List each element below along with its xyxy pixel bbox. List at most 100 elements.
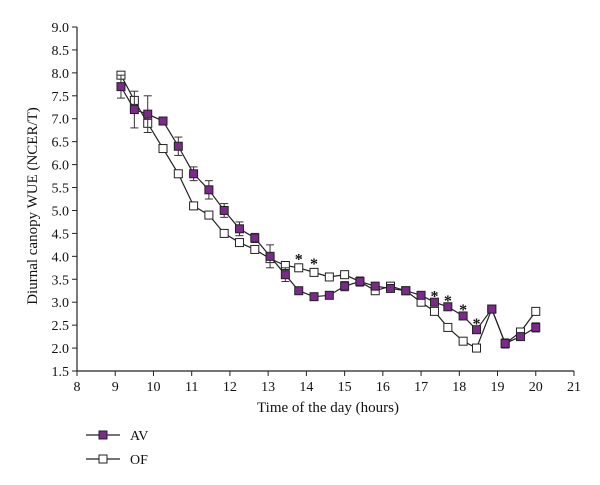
legend-marker-av <box>98 430 108 440</box>
data-point-of <box>429 306 439 316</box>
series-av <box>116 74 541 349</box>
x-tick-label: 14 <box>299 380 313 395</box>
y-tick-label: 4.5 <box>52 227 70 242</box>
data-point-av <box>116 82 126 92</box>
y-tick-label: 5.5 <box>52 182 70 197</box>
annotation-layer: * * * * * * <box>295 252 481 333</box>
data-point-of <box>324 272 334 282</box>
data-point-of <box>458 336 468 346</box>
legend-item-of: OF <box>86 453 148 468</box>
x-ticks: 8 9 10 11 12 13 14 15 16 17 18 19 20 21 <box>74 371 581 395</box>
legend-label-av: AV <box>130 429 148 444</box>
data-point-av <box>531 322 541 332</box>
x-tick-label: 10 <box>146 380 160 395</box>
y-tick-label: 4.0 <box>52 250 70 265</box>
data-point-av <box>143 109 153 119</box>
data-point-av <box>189 169 199 179</box>
data-point-of <box>531 306 541 316</box>
y-tick-label: 7.5 <box>52 90 70 105</box>
x-tick-label: 12 <box>223 380 237 395</box>
data-point-of <box>173 169 183 179</box>
y-axis-title: Diurnal canopy WUE (NCER/T) <box>25 107 41 305</box>
x-tick-label: 17 <box>414 380 428 395</box>
data-point-av <box>250 233 260 243</box>
x-tick-label: 20 <box>529 380 543 395</box>
data-point-of <box>158 144 168 154</box>
legend: AV OF <box>86 429 148 468</box>
data-point-av <box>324 290 334 300</box>
data-point-av <box>219 205 229 215</box>
series-of <box>116 70 541 353</box>
data-point-av <box>458 311 468 321</box>
x-axis-title: Time of the day (hours) <box>257 400 399 416</box>
data-point-av <box>355 277 365 287</box>
data-point-av <box>173 141 183 151</box>
significance-marker: * <box>459 302 467 319</box>
data-point-av <box>204 185 214 195</box>
data-point-av <box>500 338 510 348</box>
y-tick-label: 3.5 <box>52 273 70 288</box>
y-tick-label: 5.0 <box>52 204 70 219</box>
y-tick-label: 8.5 <box>52 44 70 59</box>
significance-marker: * <box>473 316 481 333</box>
data-point-av <box>429 297 439 307</box>
x-tick-label: 13 <box>261 380 275 395</box>
data-point-of <box>250 244 260 254</box>
data-point-of <box>443 322 453 332</box>
data-point-av <box>280 270 290 280</box>
series-layer <box>116 70 541 353</box>
y-ticks: 1.5 2.0 2.5 3.0 3.5 4.0 4.5 5.0 5.5 6.0 6.5 7.0 7.5 8… <box>52 21 77 380</box>
x-tick-label: 8 <box>74 380 81 395</box>
significance-marker: * <box>430 288 438 305</box>
series-line-av <box>120 86 537 345</box>
data-point-av <box>370 281 380 291</box>
data-point-av <box>129 105 139 115</box>
significance-marker: * <box>295 252 303 269</box>
data-point-av <box>515 332 525 342</box>
y-tick-label: 7.0 <box>52 113 70 128</box>
legend-item-av: AV <box>86 429 148 444</box>
data-point-of <box>294 263 304 273</box>
x-tick-label: 21 <box>567 380 581 395</box>
y-tick-label: 2.0 <box>52 342 70 357</box>
x-tick-label: 19 <box>491 380 505 395</box>
y-tick-label: 2.5 <box>52 319 70 334</box>
data-point-av <box>385 283 395 293</box>
data-point-av <box>309 292 319 302</box>
data-point-av <box>487 304 497 314</box>
data-point-of <box>189 201 199 211</box>
y-tick-label: 8.0 <box>52 67 70 82</box>
x-tick-label: 15 <box>338 380 352 395</box>
data-point-av <box>416 290 426 300</box>
legend-marker-of <box>98 454 108 464</box>
data-point-of <box>340 270 350 280</box>
data-point-av <box>158 116 168 126</box>
y-tick-label: 1.5 <box>52 365 70 380</box>
y-tick-label: 6.0 <box>52 159 70 174</box>
legend-label-of: OF <box>130 453 148 468</box>
x-tick-label: 11 <box>185 380 198 395</box>
axes <box>76 27 574 372</box>
x-tick-label: 18 <box>452 380 466 395</box>
significance-marker: * <box>444 293 452 310</box>
y-tick-label: 3.0 <box>52 296 70 311</box>
series-line-of <box>120 74 537 349</box>
y-tick-label: 6.5 <box>52 136 70 151</box>
data-point-av <box>401 286 411 296</box>
data-point-of <box>309 267 319 277</box>
data-point-av <box>472 325 482 335</box>
data-point-av <box>294 286 304 296</box>
data-point-of <box>219 228 229 238</box>
data-point-av <box>443 302 453 312</box>
data-point-of <box>234 238 244 248</box>
data-point-of <box>204 210 214 220</box>
data-point-of <box>472 343 482 353</box>
significance-marker: * <box>310 256 318 273</box>
data-point-av <box>340 281 350 291</box>
y-tick-label: 9.0 <box>52 21 70 36</box>
x-tick-label: 16 <box>376 380 390 395</box>
data-point-av <box>234 224 244 234</box>
x-tick-label: 9 <box>112 380 119 395</box>
data-point-av <box>265 251 275 261</box>
